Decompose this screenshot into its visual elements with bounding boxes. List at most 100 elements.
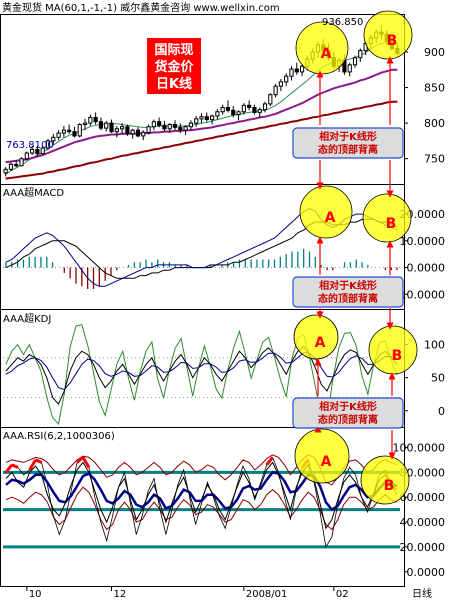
kdj-tick-0: 100 [424,339,445,352]
callout-2-line-2: 态的顶部背离 [318,292,378,305]
candle-body [162,124,167,130]
kdj-j-line [5,324,398,426]
candle-body [56,132,61,138]
candle-body [93,116,98,123]
x-tick-label-0: 10 [29,589,42,600]
callout-3-line-1: 相对于K线形 [319,400,377,413]
x-axis-suffix: 日线 [412,587,432,600]
callout-3-line-2: 态的顶部背离 [318,413,378,426]
candle-body [14,163,19,167]
candle-body [194,118,199,124]
macd-circle-a-label: A [325,210,336,226]
candle-body [30,148,35,154]
candle-body [3,168,8,174]
rsi-circle-a [294,428,350,484]
rsi-panel-frame [0,427,405,587]
macd-tick-1: 10.0000 [400,235,446,248]
x-axis: 10 12 2008/01 02 日线 [26,586,432,600]
kdj-chart: 100 50 0 [3,324,445,426]
kdj-tick-2: 0 [438,405,445,418]
candle-body [157,121,162,126]
rsi-raw-line [5,456,398,549]
price-tick-0: 750 [424,153,445,166]
rsi-tick-1: 80.0000 [400,466,446,479]
candle-body [273,85,278,96]
rsi-circle-a-label: A [321,454,332,470]
ma-mid-line [5,68,398,164]
x-tick-label-1: 12 [114,589,127,600]
rsi-circle-b [360,455,410,505]
candle-body [51,136,56,142]
candle-body [178,126,183,131]
title-box: 国际现 货金价 日K线 [147,38,201,94]
candle-body [172,124,178,128]
candle-body [151,121,156,128]
kdj-circle-b-label: B [392,348,403,364]
macd-title: AAA超MACD [3,186,64,199]
price-tick-1: 800 [424,117,445,130]
kdj-title: AAA超KDJ [3,312,51,325]
candle-body [45,140,51,149]
candle-body [82,122,88,126]
candle-body [347,64,352,73]
candle-body [278,81,283,87]
callout-1-line-2: 态的顶部背离 [318,143,378,156]
kdj-d-line [5,351,398,391]
x-tick-label-2: 2008/01 [246,589,288,600]
candle-body [183,126,188,131]
candle-body [146,126,151,133]
kdj-k-line [5,345,398,406]
candle-body [67,129,72,133]
callout-2: 相对于K线形 态的顶部背离 [292,276,404,308]
candle-body [188,122,194,128]
rsi-overbought-segment [265,456,274,466]
candle-body [268,94,273,105]
rsi-tick-3: 40.0000 [400,516,446,529]
price-header: 黄金现货 MA(60,1,-1,-1) 威尔鑫黄金咨询 www.wellxin.… [2,1,280,14]
candle-body [24,152,29,160]
candle-body [88,116,93,124]
rsi-overbought-segment [28,459,37,471]
candle-body [135,129,141,137]
kdj-circle-a-label: A [315,335,326,351]
candle-body [40,147,45,155]
title-line-1: 国际现 [154,43,193,58]
macd-circle-a [299,185,353,239]
rsi-circle-b-label: B [384,478,395,494]
candle-body [109,122,114,133]
candle-body [358,50,363,59]
rsi-fast-line [5,461,398,530]
kdj-tick-1: 50 [431,372,445,385]
candle-body [284,75,289,83]
price-circle-b-label: B [387,33,398,49]
ma-value-label: 763.8100 [6,140,54,151]
price-circle-a-label: A [321,46,332,62]
callout-1-line-1: 相对于K线形 [319,130,377,143]
macd-circle-b-label: B [386,216,397,232]
title-line-2: 货金价 [154,59,194,75]
title-line-3: 日K线 [156,76,192,92]
ma-long-line [5,100,398,180]
candle-body [77,124,82,137]
candle-body [209,115,215,121]
candle-body [231,109,236,116]
candle-body [299,65,305,73]
candle-body [247,104,252,108]
candle-body [352,57,358,66]
candle-body [120,126,125,130]
rsi-tick-2: 60.0000 [400,491,446,504]
candle-body [130,129,135,135]
candle-body [225,106,231,111]
candle-body [252,106,257,113]
rsi-overbought-segment [4,463,14,474]
peak-label: 936.850 [322,17,363,28]
candle-body [72,131,77,137]
rsi-title: AAA.RSI(6,2,1000306) [3,431,115,442]
price-tick-2: 850 [424,82,445,95]
divergence-annotations: A B A B A B A B [293,10,418,505]
candle-body [104,122,109,129]
rsi-overbought-segment [35,458,43,464]
candle-body [241,104,246,113]
candle-body [19,158,24,167]
